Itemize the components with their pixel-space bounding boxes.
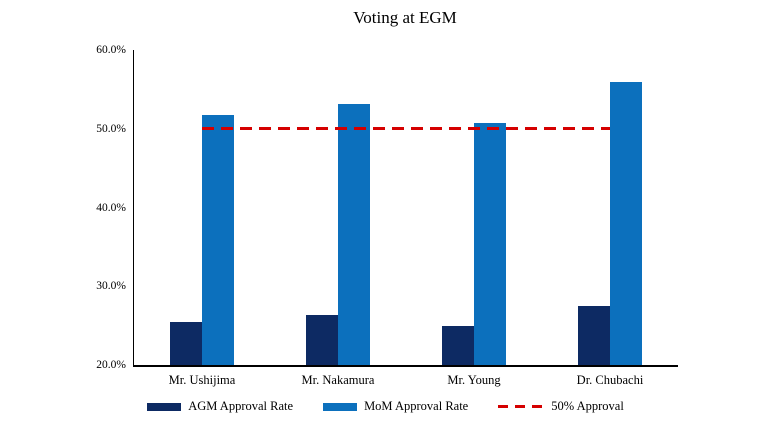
y-axis-tick-label: 40.0% <box>96 201 126 214</box>
bar-series-1-cat-2 <box>474 123 506 365</box>
legend-label-threshold: 50% Approval <box>551 399 624 413</box>
x-axis-category-label: Mr. Young <box>447 373 501 387</box>
legend-dashed-line-icon <box>498 405 545 408</box>
plot-area: 20.0% 30.0% 40.0% 50.0% 60.0% Mr. Ushijima Mr.… <box>96 44 678 387</box>
bar-series-1-cat-0 <box>202 115 234 365</box>
legend-label-mom: MoM Approval Rate <box>364 399 469 413</box>
bar-series-0-cat-2 <box>442 325 474 365</box>
bar-series-0-cat-3 <box>578 305 610 365</box>
x-axis-category-label: Mr. Nakamura <box>301 373 375 387</box>
legend-item-threshold: 50% Approval <box>498 399 624 414</box>
chart-title: Voting at EGM <box>353 8 457 27</box>
bar-series-1-cat-1 <box>338 104 370 365</box>
legend-label-agm: AGM Approval Rate <box>188 399 294 413</box>
x-axis-category-label: Dr. Chubachi <box>576 373 644 387</box>
bar-series-0-cat-1 <box>306 315 338 365</box>
y-axis-tick-label: 20.0% <box>96 359 126 371</box>
y-axis-tick-label: 50.0% <box>96 122 126 135</box>
legend-item-mom: MoM Approval Rate <box>323 399 468 414</box>
y-axis-tick-label: 60.0% <box>96 44 126 56</box>
legend: AGM Approval Rate MoM Approval Rate 50% … <box>0 399 771 414</box>
x-axis-category-label: Mr. Ushijima <box>168 373 236 387</box>
legend-item-agm: AGM Approval Rate <box>147 399 293 414</box>
legend-swatch-agm-icon <box>147 402 182 411</box>
reference-line <box>202 127 610 131</box>
legend-swatch-mom-icon <box>323 402 358 411</box>
y-axis-tick-label: 30.0% <box>96 280 126 293</box>
bar-series-0-cat-0 <box>170 321 202 365</box>
bar-series-1-cat-3 <box>610 81 642 365</box>
